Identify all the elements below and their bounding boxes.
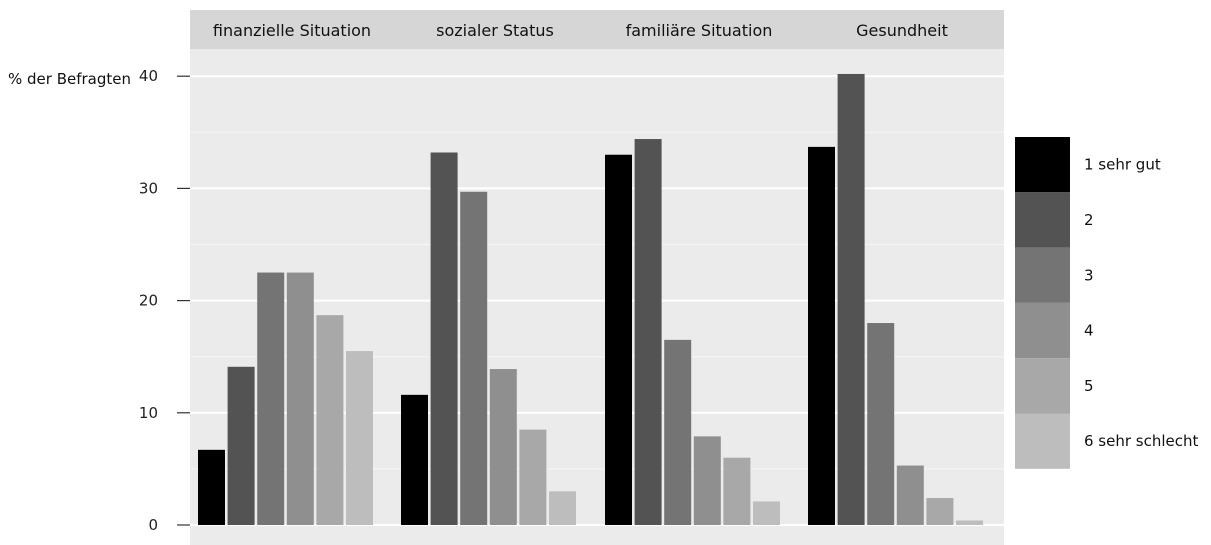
facet-panel: Gesundheit [800,10,1004,545]
facet-strip [597,10,801,49]
facet-title: familiäre Situation [626,21,773,40]
legend-key [1015,358,1070,414]
bar [286,272,314,525]
bar [198,449,225,525]
facet-panel: familiäre Situation [597,10,801,545]
bar [837,73,865,526]
bar [753,501,780,525]
facet-title: Gesundheit [856,21,948,40]
legend-key [1015,302,1070,359]
bar [723,457,751,525]
bar [549,491,576,525]
bar [896,465,924,525]
bar [808,146,835,526]
y-tick-label: 30 [139,179,158,197]
facet-title: sozialer Status [436,21,554,40]
bar [316,315,344,525]
bar [227,366,255,525]
y-axis-label: % der Befragten [8,70,131,88]
bar [401,394,428,525]
bar [693,436,721,525]
y-tick-label: 10 [139,404,158,422]
facet-title: finanzielle Situation [213,21,371,40]
bar [867,323,895,525]
legend-key [1015,413,1070,469]
facet-panel: sozialer Status [393,10,597,545]
facet-panel: finanzielle Situation [190,10,394,545]
bar [956,520,983,525]
bar [926,498,954,525]
bar [430,152,458,525]
legend-label: 3 [1084,266,1094,284]
bar [460,191,488,526]
y-tick-label: 0 [148,516,158,534]
legend-label: 6 sehr schlecht [1084,432,1199,450]
legend-label: 2 [1084,211,1094,229]
legend-label: 4 [1084,322,1094,340]
bar [634,139,662,526]
bar [489,369,517,525]
facet-strip [190,10,394,49]
bar [346,351,373,525]
y-tick-label: 40 [139,67,158,85]
bar [519,429,547,525]
legend-key [1015,247,1070,303]
facet-strip [800,10,1004,49]
bar [257,272,285,525]
legend-label: 5 [1084,377,1094,395]
y-tick-label: 20 [139,292,158,310]
legend: 1 sehr gut 2 3 4 5 6 sehr schlecht [1015,137,1199,469]
facet-strip [393,10,597,49]
facet-panels: finanzielle Situation sozialer Status fami… [190,10,1004,545]
y-axis-ticks: 0 10 20 30 40 [139,67,190,534]
legend-key [1015,137,1070,193]
bar [664,339,692,525]
bar [605,154,632,526]
legend-label: 1 sehr gut [1084,156,1161,174]
legend-key [1015,192,1070,248]
